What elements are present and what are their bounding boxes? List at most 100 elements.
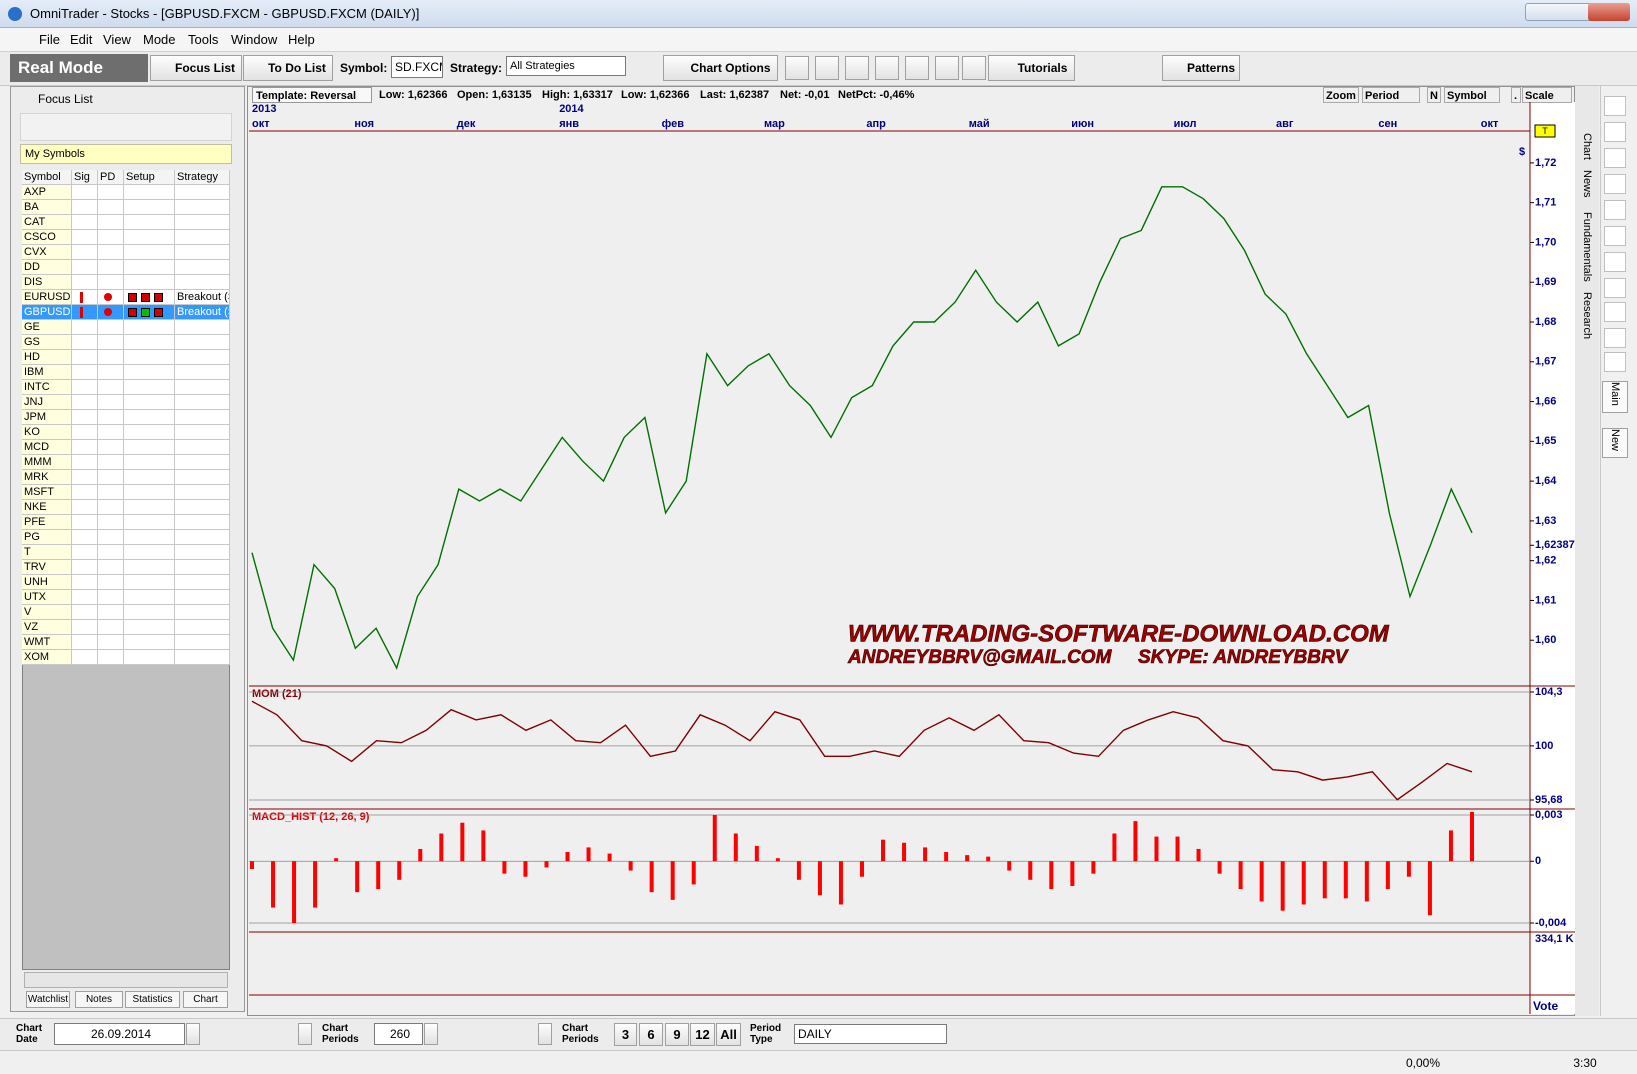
tool-icon[interactable] bbox=[1604, 302, 1626, 322]
panel-tab[interactable]: Statistics bbox=[125, 991, 180, 1008]
row-cell[interactable] bbox=[72, 335, 98, 350]
strategy-cell[interactable] bbox=[175, 470, 230, 485]
symbol-cell[interactable]: IBM bbox=[22, 365, 72, 380]
strategy-cell[interactable] bbox=[175, 200, 230, 215]
toolbar-icon[interactable] bbox=[785, 56, 809, 80]
side-tab[interactable]: Fundamentals bbox=[1581, 212, 1593, 282]
row-cell[interactable] bbox=[124, 230, 175, 245]
tool-icon[interactable] bbox=[1604, 148, 1626, 168]
symbol-cell[interactable]: KO bbox=[22, 425, 72, 440]
side-tab[interactable]: Chart bbox=[1581, 133, 1593, 160]
row-cell[interactable] bbox=[98, 200, 124, 215]
strategy-cell[interactable] bbox=[175, 365, 230, 380]
strategy-cell[interactable] bbox=[175, 455, 230, 470]
row-cell[interactable] bbox=[124, 185, 175, 200]
row-cell[interactable] bbox=[72, 275, 98, 290]
row-cell[interactable] bbox=[72, 305, 98, 320]
row-cell[interactable] bbox=[124, 200, 175, 215]
row-cell[interactable] bbox=[72, 185, 98, 200]
row-cell[interactable] bbox=[72, 410, 98, 425]
symbol-cell[interactable]: INTC bbox=[22, 380, 72, 395]
toolbar-icon[interactable] bbox=[875, 56, 899, 80]
toolbar-icon[interactable] bbox=[905, 56, 929, 80]
row-cell[interactable] bbox=[72, 245, 98, 260]
row-cell[interactable] bbox=[72, 575, 98, 590]
symbol-cell[interactable]: DD bbox=[22, 260, 72, 275]
symbol-cell[interactable]: UTX bbox=[22, 590, 72, 605]
row-cell[interactable] bbox=[98, 215, 124, 230]
symbol-cell[interactable]: MRK bbox=[22, 470, 72, 485]
row-cell[interactable] bbox=[124, 635, 175, 650]
row-cell[interactable] bbox=[72, 230, 98, 245]
spin-button[interactable] bbox=[186, 1023, 200, 1045]
row-cell[interactable] bbox=[72, 365, 98, 380]
strategy-cell[interactable] bbox=[175, 245, 230, 260]
strategy-cell[interactable] bbox=[175, 635, 230, 650]
tool-icon[interactable] bbox=[1604, 174, 1626, 194]
row-cell[interactable] bbox=[72, 650, 98, 665]
symbol-cell[interactable]: NKE bbox=[22, 500, 72, 515]
spin-button[interactable] bbox=[298, 1023, 312, 1045]
row-cell[interactable] bbox=[98, 545, 124, 560]
row-cell[interactable] bbox=[98, 260, 124, 275]
symbol-cell[interactable]: GBPUSD bbox=[22, 305, 72, 320]
row-cell[interactable] bbox=[124, 320, 175, 335]
strategy-cell[interactable] bbox=[175, 335, 230, 350]
strategy-cell[interactable]: Breakout (S bbox=[175, 305, 230, 320]
panel-tab[interactable]: Chart bbox=[183, 991, 228, 1008]
row-cell[interactable] bbox=[124, 560, 175, 575]
symbol-cell[interactable]: GE bbox=[22, 320, 72, 335]
row-cell[interactable] bbox=[98, 620, 124, 635]
strategy-cell[interactable] bbox=[175, 380, 230, 395]
side-tab[interactable]: Research bbox=[1581, 292, 1593, 340]
tool-icon[interactable] bbox=[1604, 278, 1626, 298]
chart-options-button[interactable]: Chart Options bbox=[663, 55, 778, 81]
row-cell[interactable] bbox=[98, 470, 124, 485]
row-cell[interactable] bbox=[72, 380, 98, 395]
symbol-cell[interactable]: EURUSD bbox=[22, 290, 72, 305]
row-cell[interactable] bbox=[124, 275, 175, 290]
row-cell[interactable] bbox=[72, 350, 98, 365]
strategy-cell[interactable] bbox=[175, 230, 230, 245]
symbol-cell[interactable]: XOM bbox=[22, 650, 72, 665]
strategy-cell[interactable] bbox=[175, 515, 230, 530]
menu-item[interactable]: Mode bbox=[143, 32, 176, 47]
row-cell[interactable] bbox=[72, 635, 98, 650]
strategy-cell[interactable] bbox=[175, 620, 230, 635]
tool-icon[interactable] bbox=[1604, 96, 1626, 116]
symbol-cell[interactable]: UNH bbox=[22, 575, 72, 590]
symbol-cell[interactable]: V bbox=[22, 605, 72, 620]
row-cell[interactable] bbox=[98, 500, 124, 515]
row-cell[interactable] bbox=[124, 410, 175, 425]
row-cell[interactable] bbox=[98, 425, 124, 440]
symbol-cell[interactable]: JPM bbox=[22, 410, 72, 425]
row-cell[interactable] bbox=[72, 395, 98, 410]
panel-tab[interactable]: Notes bbox=[75, 991, 123, 1008]
symbol-cell[interactable]: WMT bbox=[22, 635, 72, 650]
row-cell[interactable] bbox=[124, 260, 175, 275]
side-tab[interactable]: New bbox=[1602, 428, 1628, 458]
row-cell[interactable] bbox=[124, 440, 175, 455]
symbol-cell[interactable]: DIS bbox=[22, 275, 72, 290]
strategy-cell[interactable] bbox=[175, 215, 230, 230]
strategy-cell[interactable] bbox=[175, 650, 230, 665]
row-cell[interactable] bbox=[72, 425, 98, 440]
row-cell[interactable] bbox=[72, 290, 98, 305]
row-cell[interactable] bbox=[124, 365, 175, 380]
row-cell[interactable] bbox=[124, 620, 175, 635]
strategy-select[interactable]: All Strategies bbox=[506, 56, 626, 76]
strategy-cell[interactable] bbox=[175, 440, 230, 455]
todo-list-button[interactable]: To Do List bbox=[243, 55, 333, 81]
patterns-button[interactable]: Patterns bbox=[1162, 55, 1240, 81]
row-cell[interactable] bbox=[72, 620, 98, 635]
strategy-cell[interactable] bbox=[175, 320, 230, 335]
strategy-cell[interactable] bbox=[175, 395, 230, 410]
chart-control[interactable]: Zoom bbox=[1323, 87, 1359, 103]
row-cell[interactable] bbox=[72, 320, 98, 335]
symbol-input[interactable]: SD.FXCM bbox=[391, 56, 443, 78]
row-cell[interactable] bbox=[72, 485, 98, 500]
symbol-cell[interactable]: MCD bbox=[22, 440, 72, 455]
periods-field[interactable]: 260 bbox=[374, 1023, 423, 1045]
row-cell[interactable] bbox=[72, 515, 98, 530]
row-cell[interactable] bbox=[98, 590, 124, 605]
